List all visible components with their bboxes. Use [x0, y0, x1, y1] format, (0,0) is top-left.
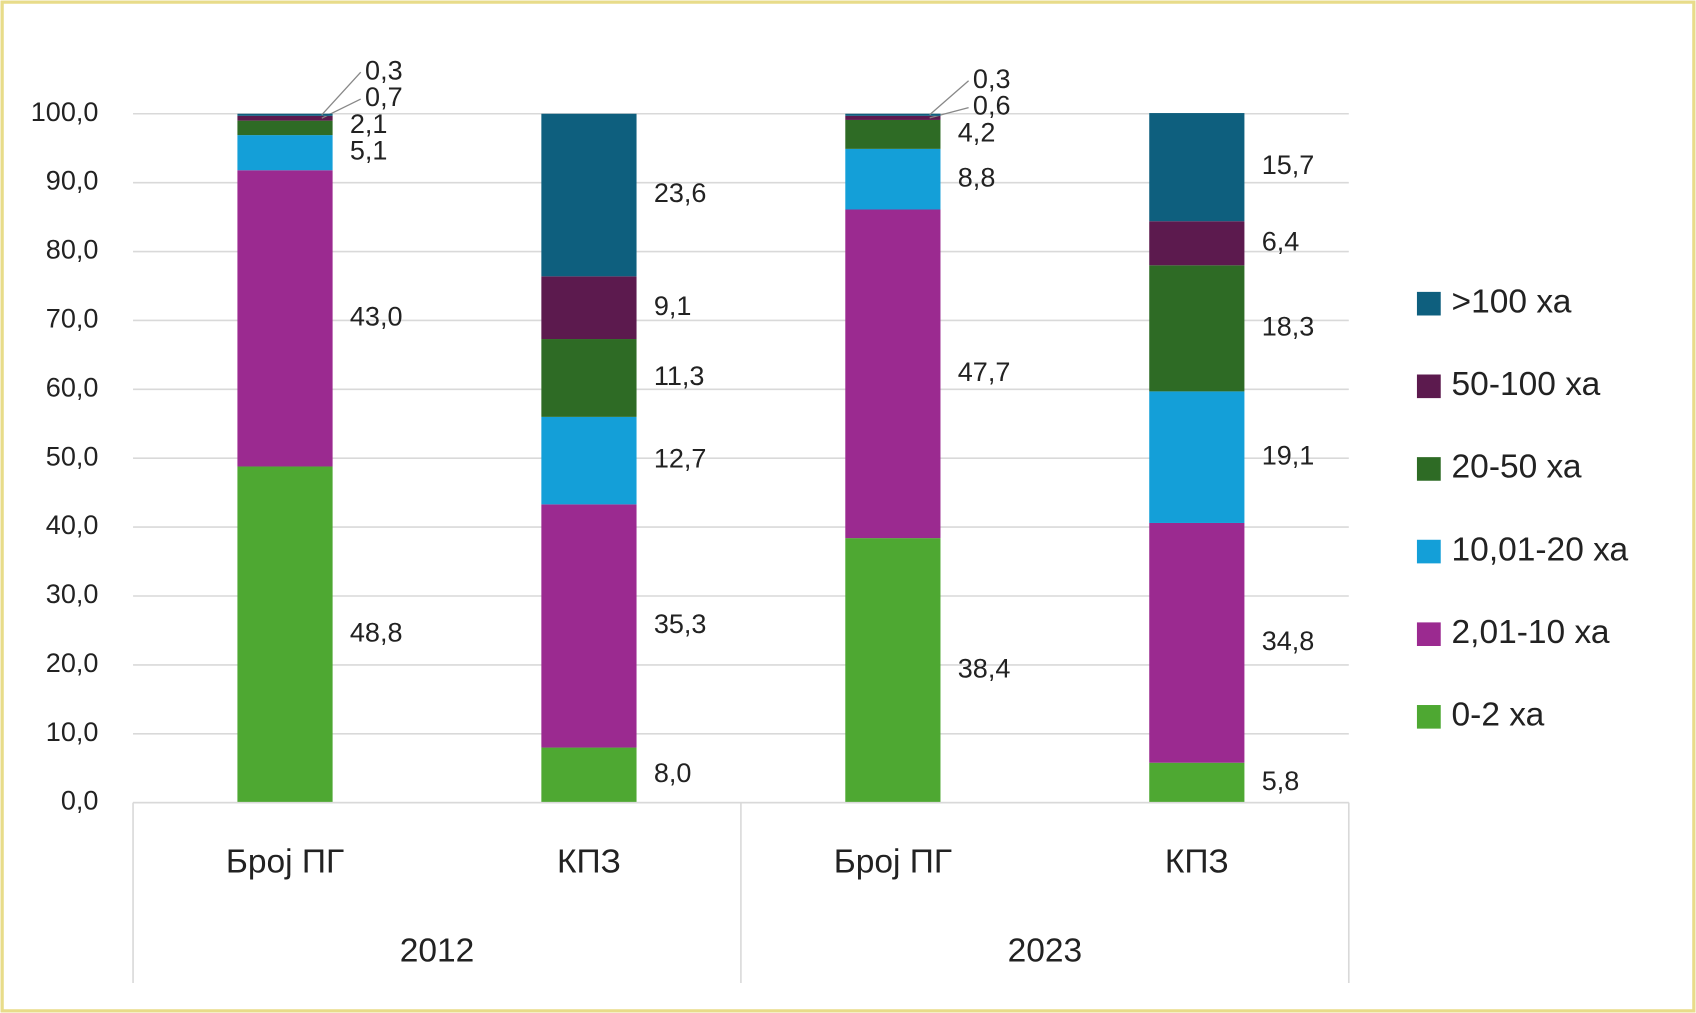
- bar-segment: [541, 747, 637, 803]
- bar-segment: [1149, 391, 1245, 523]
- data-label: 9,1: [654, 291, 692, 321]
- data-label: 0,3: [973, 64, 1011, 94]
- bar-segment: [845, 119, 941, 149]
- legend-label: >100 ха: [1452, 284, 1572, 321]
- group-label: 2012: [400, 933, 475, 970]
- bar-segment: [1149, 265, 1245, 392]
- data-label: 0,3: [365, 55, 403, 85]
- data-label: 8,8: [958, 162, 996, 192]
- bar-segment: [237, 120, 333, 136]
- data-label: 11,3: [654, 361, 705, 391]
- bar-segment: [541, 339, 637, 417]
- bar-segment: [1149, 221, 1245, 266]
- data-label: 47,7: [958, 357, 1011, 387]
- y-tick-label: 100,0: [31, 97, 99, 127]
- bar-segment: [237, 170, 333, 467]
- x-tick-label: КПЗ: [557, 844, 621, 881]
- data-label: 5,1: [350, 136, 388, 166]
- data-label: 12,7: [654, 444, 707, 474]
- y-tick-label: 70,0: [46, 304, 99, 334]
- data-label: 6,4: [1262, 226, 1300, 256]
- y-tick-label: 20,0: [46, 648, 99, 678]
- x-tick-label: Број ПГ: [226, 844, 344, 881]
- legend-swatch: [1416, 291, 1441, 316]
- x-tick-label: КПЗ: [1165, 844, 1229, 881]
- bar-segment: [541, 416, 637, 505]
- group-label: 2023: [1008, 933, 1083, 970]
- y-tick-label: 30,0: [46, 579, 99, 609]
- data-label: 15,7: [1262, 150, 1315, 180]
- data-label: 43,0: [350, 302, 403, 332]
- legend-label: 0-2 ха: [1452, 697, 1545, 734]
- data-label: 8,0: [654, 758, 692, 788]
- bar-segment: [1149, 522, 1245, 763]
- bar-segment: [237, 113, 333, 116]
- bar-segment: [541, 276, 637, 340]
- data-label: 2,1: [350, 109, 388, 139]
- bar-segment: [845, 148, 941, 210]
- data-label: 34,8: [1262, 626, 1315, 656]
- bar-segment: [237, 135, 333, 171]
- legend-swatch: [1416, 705, 1441, 729]
- data-label: 35,3: [654, 609, 707, 639]
- data-label: 19,1: [1262, 440, 1315, 470]
- leader-line: [321, 71, 362, 116]
- legend-label: 10,01-20 ха: [1452, 531, 1629, 568]
- bar-segment: [845, 209, 941, 539]
- leader-line: [929, 80, 970, 116]
- bar-segment: [541, 504, 637, 748]
- y-tick-label: 50,0: [46, 441, 99, 471]
- legend-swatch: [1416, 374, 1441, 399]
- legend-label: 2,01-10 ха: [1452, 614, 1610, 651]
- y-tick-label: 40,0: [46, 510, 99, 540]
- y-tick-label: 90,0: [46, 166, 99, 196]
- data-label: 0,6: [973, 91, 1011, 121]
- data-label: 48,8: [350, 618, 403, 648]
- bar-segment: [237, 466, 333, 803]
- bar-segment: [845, 538, 941, 803]
- bar-segment: [845, 115, 941, 120]
- data-label: 5,8: [1262, 766, 1300, 796]
- bar-segment: [1149, 113, 1245, 222]
- y-tick-label: 10,0: [46, 717, 99, 747]
- bar-segment: [1149, 762, 1245, 803]
- data-label: 0,7: [365, 82, 403, 112]
- y-tick-label: 0,0: [61, 786, 99, 816]
- bar-segment: [541, 113, 637, 277]
- legend-label: 50-100 ха: [1452, 366, 1601, 403]
- legend-swatch: [1416, 539, 1441, 564]
- x-tick-label: Број ПГ: [834, 844, 952, 881]
- y-tick-label: 80,0: [46, 235, 99, 265]
- data-label: 38,4: [958, 654, 1011, 684]
- leader-line: [929, 106, 969, 119]
- legend-swatch: [1416, 622, 1441, 647]
- bar-segment: [237, 115, 333, 121]
- legend-label: 20-50 ха: [1452, 449, 1582, 486]
- bar-segment: [845, 113, 941, 116]
- data-label: 4,2: [958, 118, 996, 148]
- legend-swatch: [1416, 457, 1441, 481]
- data-label: 23,6: [654, 178, 707, 208]
- data-label: 18,3: [1262, 312, 1315, 342]
- y-tick-label: 60,0: [46, 372, 99, 402]
